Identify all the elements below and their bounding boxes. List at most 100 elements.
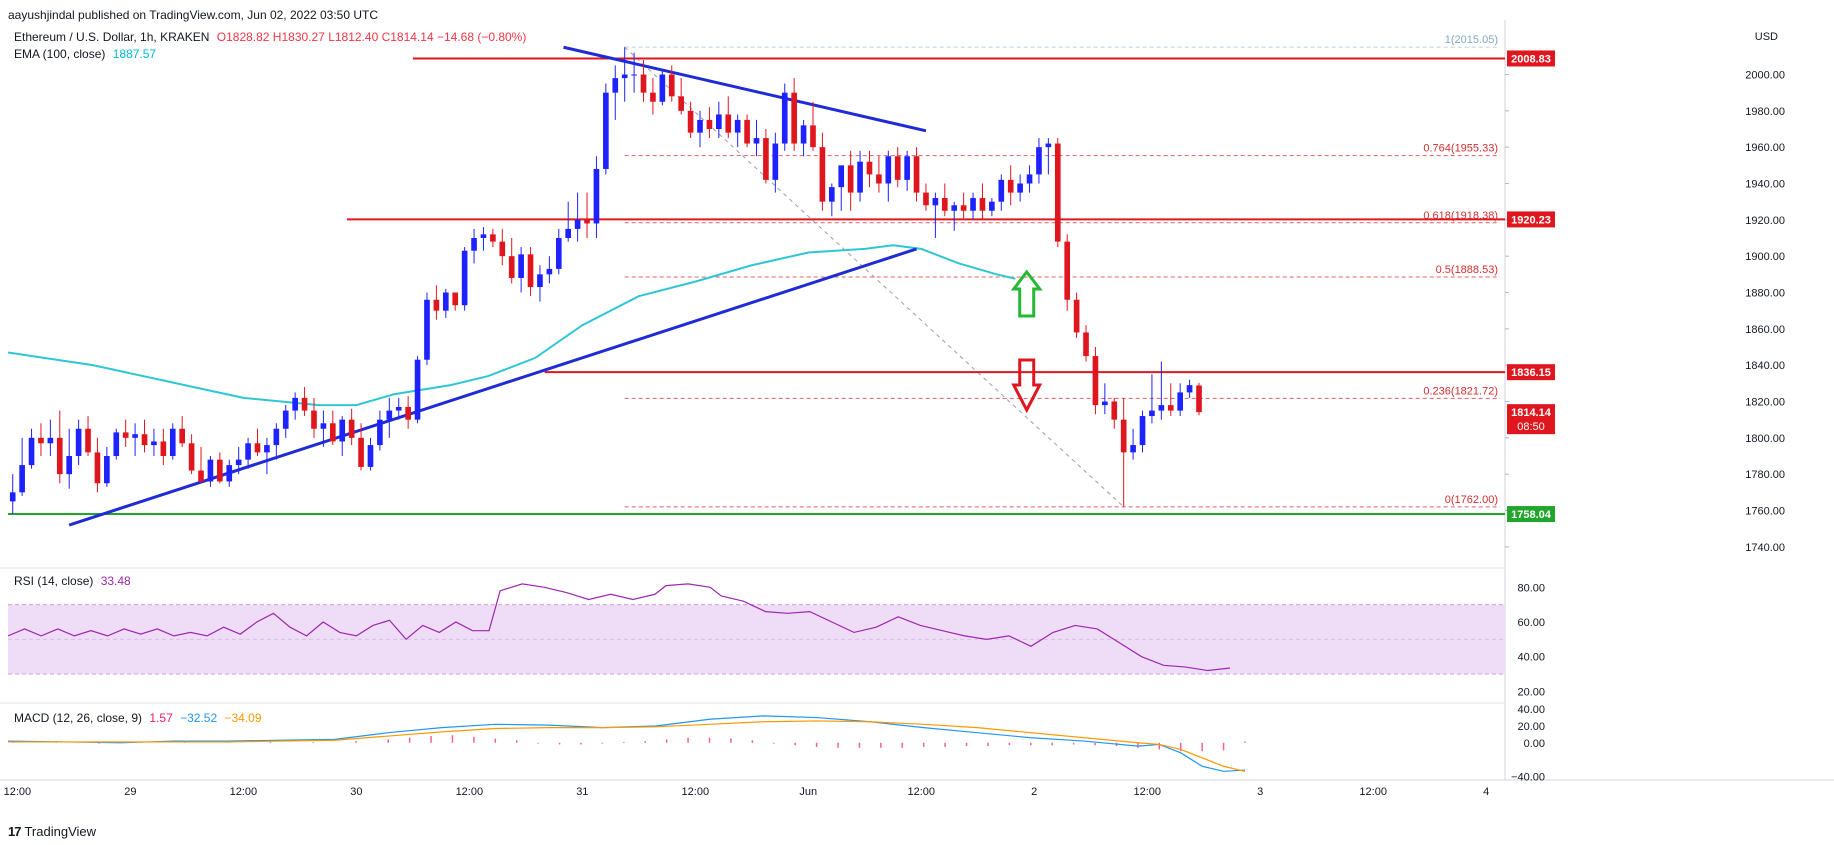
ema-100-line — [7, 244, 1016, 407]
price-tick-label: 1920.00 — [1745, 215, 1785, 227]
candle-body — [979, 198, 986, 211]
candle-body — [301, 397, 308, 411]
candle — [612, 65, 619, 120]
price-tick-label: 1740.00 — [1745, 542, 1785, 554]
candle-body — [640, 74, 647, 93]
candle — [132, 423, 138, 456]
candle-body — [734, 119, 741, 133]
candle-body — [1149, 410, 1155, 417]
candle — [565, 201, 572, 242]
candle — [555, 228, 562, 275]
candle-body — [753, 138, 760, 144]
macd-tick-label: 0.00 — [1524, 738, 1545, 750]
price-tick-label: 1760.00 — [1745, 506, 1785, 518]
candle — [1073, 292, 1080, 338]
candle-body — [480, 234, 487, 238]
time-tick-label: 3 — [1257, 786, 1263, 798]
candle-body — [160, 441, 167, 456]
candle-body — [188, 443, 195, 471]
candle — [160, 428, 167, 466]
candle — [442, 288, 449, 318]
candle — [546, 256, 553, 284]
candle — [94, 437, 101, 493]
candle-body — [377, 419, 383, 446]
price-tag-bg — [1507, 50, 1555, 67]
candle — [377, 410, 383, 451]
candle-body — [433, 299, 440, 311]
candle-body — [744, 119, 750, 144]
candle — [1167, 383, 1174, 417]
time-tick-label: 12:00 — [4, 786, 32, 798]
tradingview-logo-text: TradingView — [24, 824, 97, 839]
rsi-tick-label: 60.00 — [1517, 617, 1545, 629]
candle-body — [339, 419, 346, 442]
symbol-legend: Ethereum / U.S. Dollar, 1h, KRAKEN O1828… — [14, 30, 526, 44]
candle — [151, 428, 157, 456]
candle — [1196, 382, 1202, 416]
candle-body — [311, 410, 317, 429]
time-tick-label: 30 — [350, 786, 362, 798]
candle — [56, 410, 63, 484]
candle — [857, 150, 863, 202]
candle-body — [781, 92, 788, 144]
candle — [659, 69, 666, 106]
candle — [668, 65, 675, 102]
candle-body — [1083, 332, 1089, 357]
tradingview-logo[interactable]: 17 TradingView — [8, 824, 96, 839]
candle-body — [612, 78, 619, 93]
price-tag-label: 1836.15 — [1511, 367, 1551, 379]
candle — [678, 78, 685, 115]
ema-label: EMA (100, close) — [14, 47, 106, 61]
candle — [254, 428, 261, 456]
candle — [47, 419, 54, 456]
candle — [810, 101, 816, 151]
candle-body — [1167, 405, 1174, 411]
candle-body — [9, 492, 16, 502]
candle — [904, 150, 910, 191]
candle — [838, 165, 845, 211]
candle-body — [866, 161, 873, 175]
candle-body — [104, 456, 110, 484]
candle — [424, 292, 430, 366]
candle — [1186, 379, 1193, 398]
candle — [979, 183, 986, 220]
candle-body — [1111, 401, 1118, 420]
candle-body — [226, 465, 233, 482]
candle — [1102, 383, 1108, 415]
fib-level-label: 0.236(1821.72) — [1423, 385, 1498, 397]
candle-body — [66, 456, 73, 475]
candle — [490, 228, 496, 248]
candle-body — [706, 119, 713, 129]
candle-body — [38, 437, 44, 444]
candle-body — [810, 125, 816, 148]
arrow-down-icon — [1011, 358, 1043, 414]
candle-body — [800, 125, 807, 144]
candle-body — [923, 192, 929, 206]
candle-body — [1026, 174, 1033, 184]
candle-body — [989, 201, 995, 211]
macd-tick-label: −40.00 — [1511, 771, 1545, 783]
candle-body — [75, 428, 82, 456]
candle — [9, 474, 16, 515]
candle-body — [292, 397, 298, 411]
candle — [414, 356, 421, 424]
candle — [574, 192, 581, 242]
candle — [1017, 174, 1023, 202]
macd-legend: MACD (12, 26, close, 9) 1.57 −32.52 −34.… — [14, 711, 262, 725]
time-tick-label: 12:00 — [456, 786, 484, 798]
candle — [282, 405, 289, 438]
candle — [913, 147, 920, 202]
rsi-line — [7, 583, 1231, 672]
candle — [311, 397, 317, 438]
candle — [640, 59, 647, 102]
candle — [358, 423, 364, 471]
candle — [1064, 234, 1071, 311]
currency-label: USD — [1755, 31, 1778, 43]
candle — [264, 437, 270, 475]
candle-body — [932, 198, 939, 206]
candle-body — [565, 228, 572, 238]
candle-body — [518, 254, 524, 278]
candle — [584, 192, 590, 238]
candle-body — [621, 74, 628, 79]
